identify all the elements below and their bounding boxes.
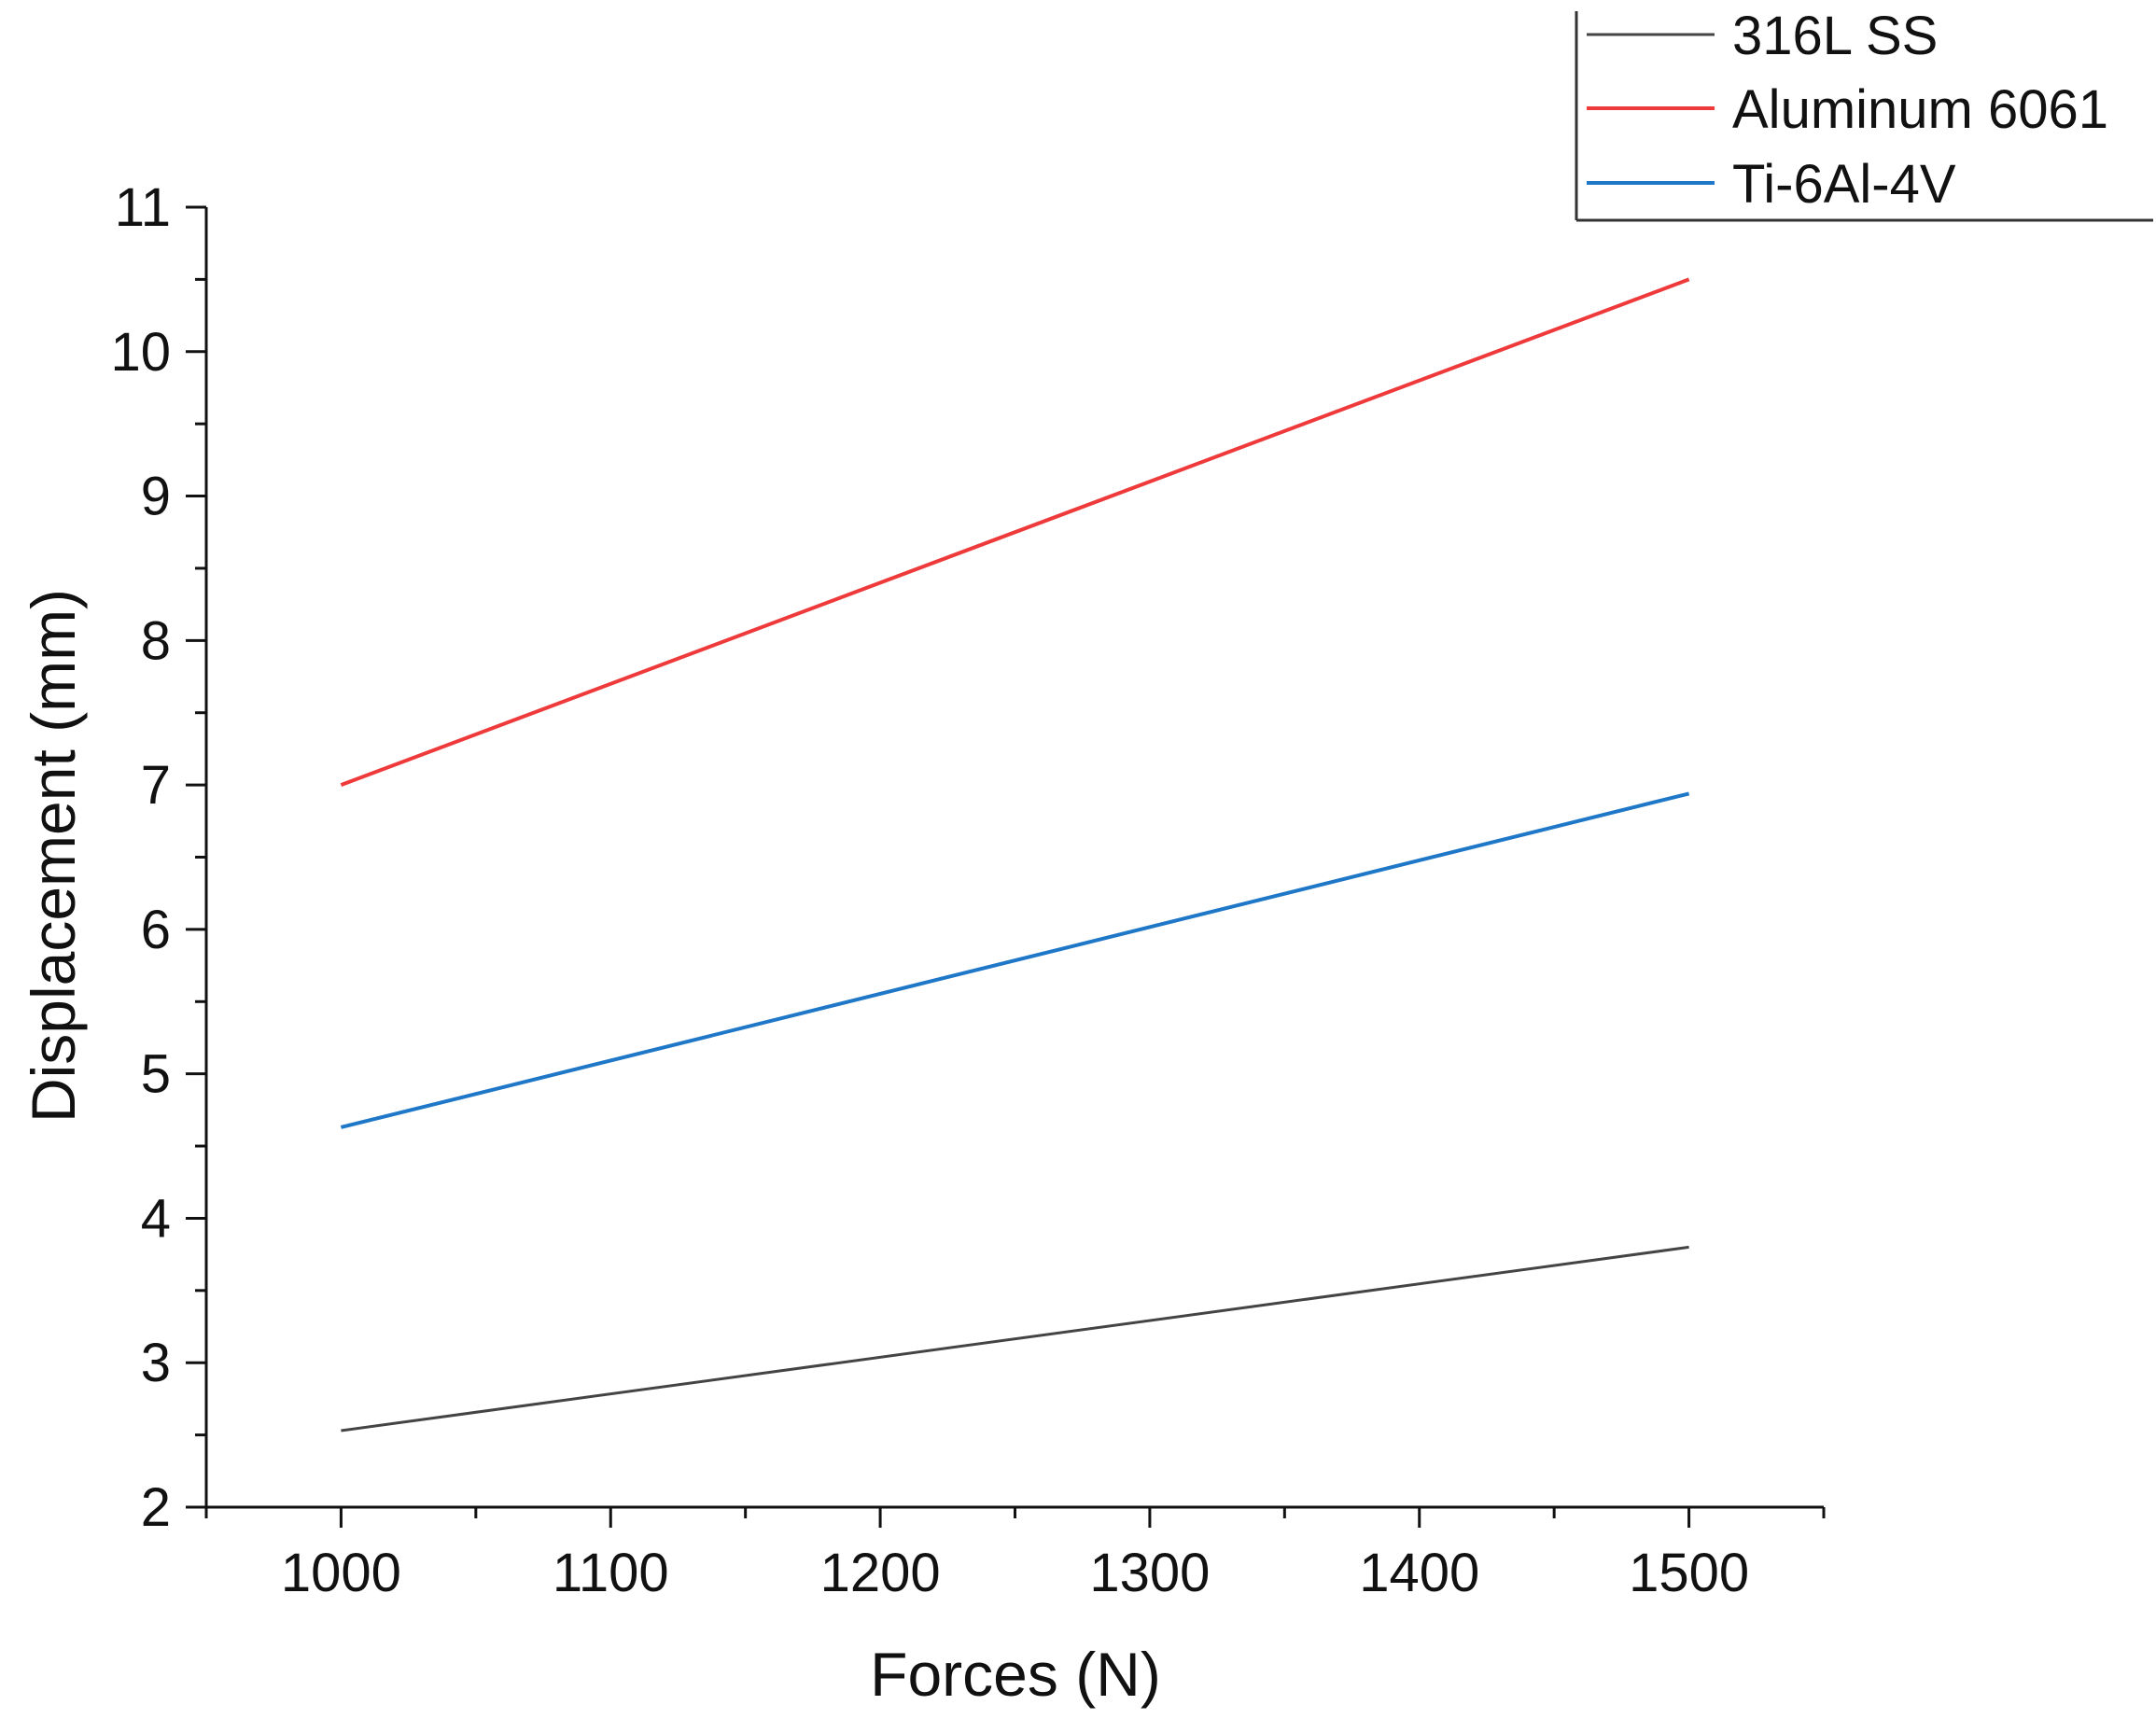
x-tick-label: 1300 xyxy=(1089,1543,1210,1603)
series-line-3 xyxy=(340,791,1690,1129)
x-axis-label: Forces (N) xyxy=(870,1640,1161,1709)
y-tick-label: 7 xyxy=(141,755,171,816)
y-tick-label: 8 xyxy=(141,610,171,671)
x-tick-label: 1000 xyxy=(281,1543,401,1603)
y-tick-label: 6 xyxy=(141,900,171,960)
y-tick-label: 9 xyxy=(141,467,171,527)
y-tick-label: 4 xyxy=(141,1188,171,1249)
x-tick-label: 1200 xyxy=(820,1543,941,1603)
series-line-1 xyxy=(341,1245,1689,1432)
y-tick-label: 10 xyxy=(110,322,171,383)
series-lines xyxy=(340,277,1690,1432)
x-tick-label: 1400 xyxy=(1359,1543,1479,1603)
legend: 316L SS Aluminum 6061 Ti-6Al-4V xyxy=(1575,6,2153,222)
series-line-2 xyxy=(340,277,1690,787)
y-tick-label: 11 xyxy=(115,177,171,238)
y-tick-label: 3 xyxy=(141,1333,171,1393)
y-axis-label: Displacement (mm) xyxy=(19,589,88,1123)
axes: 2 3 4 5 6 7 8 9 10 11 1000 1100 1200 1300 1400 1500 xyxy=(110,177,1826,1603)
legend-label-2: Aluminum 6061 xyxy=(1732,79,2108,140)
x-tick-label: 1100 xyxy=(553,1543,669,1603)
x-tick-label: 1500 xyxy=(1629,1543,1749,1603)
legend-label-3: Ti-6Al-4V xyxy=(1732,154,1956,215)
y-tick-label: 5 xyxy=(141,1044,171,1105)
y-tick-label: 2 xyxy=(141,1477,171,1538)
legend-label-1: 316L SS xyxy=(1732,6,1938,66)
